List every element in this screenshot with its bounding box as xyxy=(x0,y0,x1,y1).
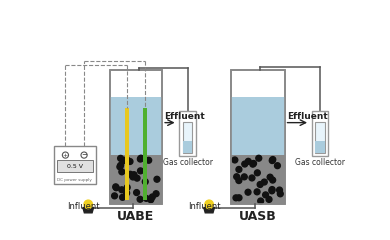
Circle shape xyxy=(144,195,149,201)
Bar xyxy=(230,155,285,204)
Circle shape xyxy=(241,174,247,180)
Circle shape xyxy=(124,185,130,190)
Circle shape xyxy=(131,172,137,178)
Circle shape xyxy=(153,191,159,197)
Text: UASB: UASB xyxy=(239,210,277,223)
Circle shape xyxy=(245,158,251,164)
Circle shape xyxy=(138,168,144,174)
Circle shape xyxy=(269,158,275,163)
Bar xyxy=(312,111,328,156)
Circle shape xyxy=(233,195,239,201)
Circle shape xyxy=(119,187,125,193)
Circle shape xyxy=(112,193,117,199)
Circle shape xyxy=(269,187,275,192)
Circle shape xyxy=(269,188,275,194)
Text: 0.5 V: 0.5 V xyxy=(67,164,83,169)
Bar xyxy=(110,70,162,204)
Text: +: + xyxy=(63,153,68,158)
Bar xyxy=(315,122,325,153)
Circle shape xyxy=(236,195,242,201)
Circle shape xyxy=(137,156,143,162)
Bar xyxy=(53,146,96,184)
Bar xyxy=(183,141,193,153)
Circle shape xyxy=(84,200,92,209)
Circle shape xyxy=(113,184,119,190)
Bar xyxy=(183,122,193,153)
Text: Gas collector: Gas collector xyxy=(295,158,345,167)
Bar xyxy=(230,70,285,204)
Text: Effluent: Effluent xyxy=(287,112,328,121)
Circle shape xyxy=(254,170,260,176)
Bar xyxy=(110,155,162,204)
Text: Influent: Influent xyxy=(188,202,221,211)
Circle shape xyxy=(250,161,256,167)
Circle shape xyxy=(113,185,119,191)
Text: Gas collector: Gas collector xyxy=(163,158,213,167)
Bar xyxy=(230,96,285,155)
Circle shape xyxy=(266,197,272,202)
Bar xyxy=(125,108,129,200)
Circle shape xyxy=(124,190,129,196)
Circle shape xyxy=(275,163,280,169)
Text: DC power supply: DC power supply xyxy=(57,178,92,182)
Circle shape xyxy=(236,167,242,172)
Circle shape xyxy=(257,182,263,187)
Circle shape xyxy=(270,156,276,162)
Circle shape xyxy=(128,171,133,177)
Circle shape xyxy=(256,155,262,161)
Circle shape xyxy=(119,169,125,175)
Bar xyxy=(179,111,196,156)
Circle shape xyxy=(249,175,255,181)
Circle shape xyxy=(236,178,242,183)
Circle shape xyxy=(251,161,257,166)
Circle shape xyxy=(270,177,276,183)
Circle shape xyxy=(149,194,155,200)
Circle shape xyxy=(118,162,124,168)
Bar xyxy=(143,108,147,200)
Bar xyxy=(110,96,162,155)
Circle shape xyxy=(134,175,140,181)
Circle shape xyxy=(137,196,143,202)
Circle shape xyxy=(130,174,136,180)
Circle shape xyxy=(120,194,126,200)
Bar xyxy=(110,70,162,204)
Text: Influent: Influent xyxy=(67,202,100,211)
Bar xyxy=(230,70,285,204)
Text: Effluent: Effluent xyxy=(165,112,205,121)
Bar xyxy=(315,141,325,153)
Circle shape xyxy=(134,190,140,196)
Circle shape xyxy=(267,174,273,180)
Circle shape xyxy=(261,179,267,185)
Circle shape xyxy=(117,164,123,170)
Text: UABE: UABE xyxy=(117,210,154,223)
Circle shape xyxy=(154,176,160,182)
Text: −: − xyxy=(81,152,87,158)
Circle shape xyxy=(277,187,282,193)
Circle shape xyxy=(277,191,283,197)
Circle shape xyxy=(242,161,248,167)
Circle shape xyxy=(262,192,268,198)
Circle shape xyxy=(205,200,213,209)
Circle shape xyxy=(234,174,239,180)
Circle shape xyxy=(127,159,133,164)
Circle shape xyxy=(245,189,251,195)
Circle shape xyxy=(146,157,152,163)
Polygon shape xyxy=(204,207,215,213)
Circle shape xyxy=(124,156,129,162)
Circle shape xyxy=(120,158,126,164)
Bar xyxy=(57,161,93,172)
Circle shape xyxy=(232,157,238,163)
Circle shape xyxy=(254,189,260,195)
Circle shape xyxy=(258,198,264,204)
Circle shape xyxy=(118,156,124,161)
Circle shape xyxy=(142,179,148,185)
Polygon shape xyxy=(83,207,94,213)
Circle shape xyxy=(138,155,144,161)
Circle shape xyxy=(148,197,154,203)
